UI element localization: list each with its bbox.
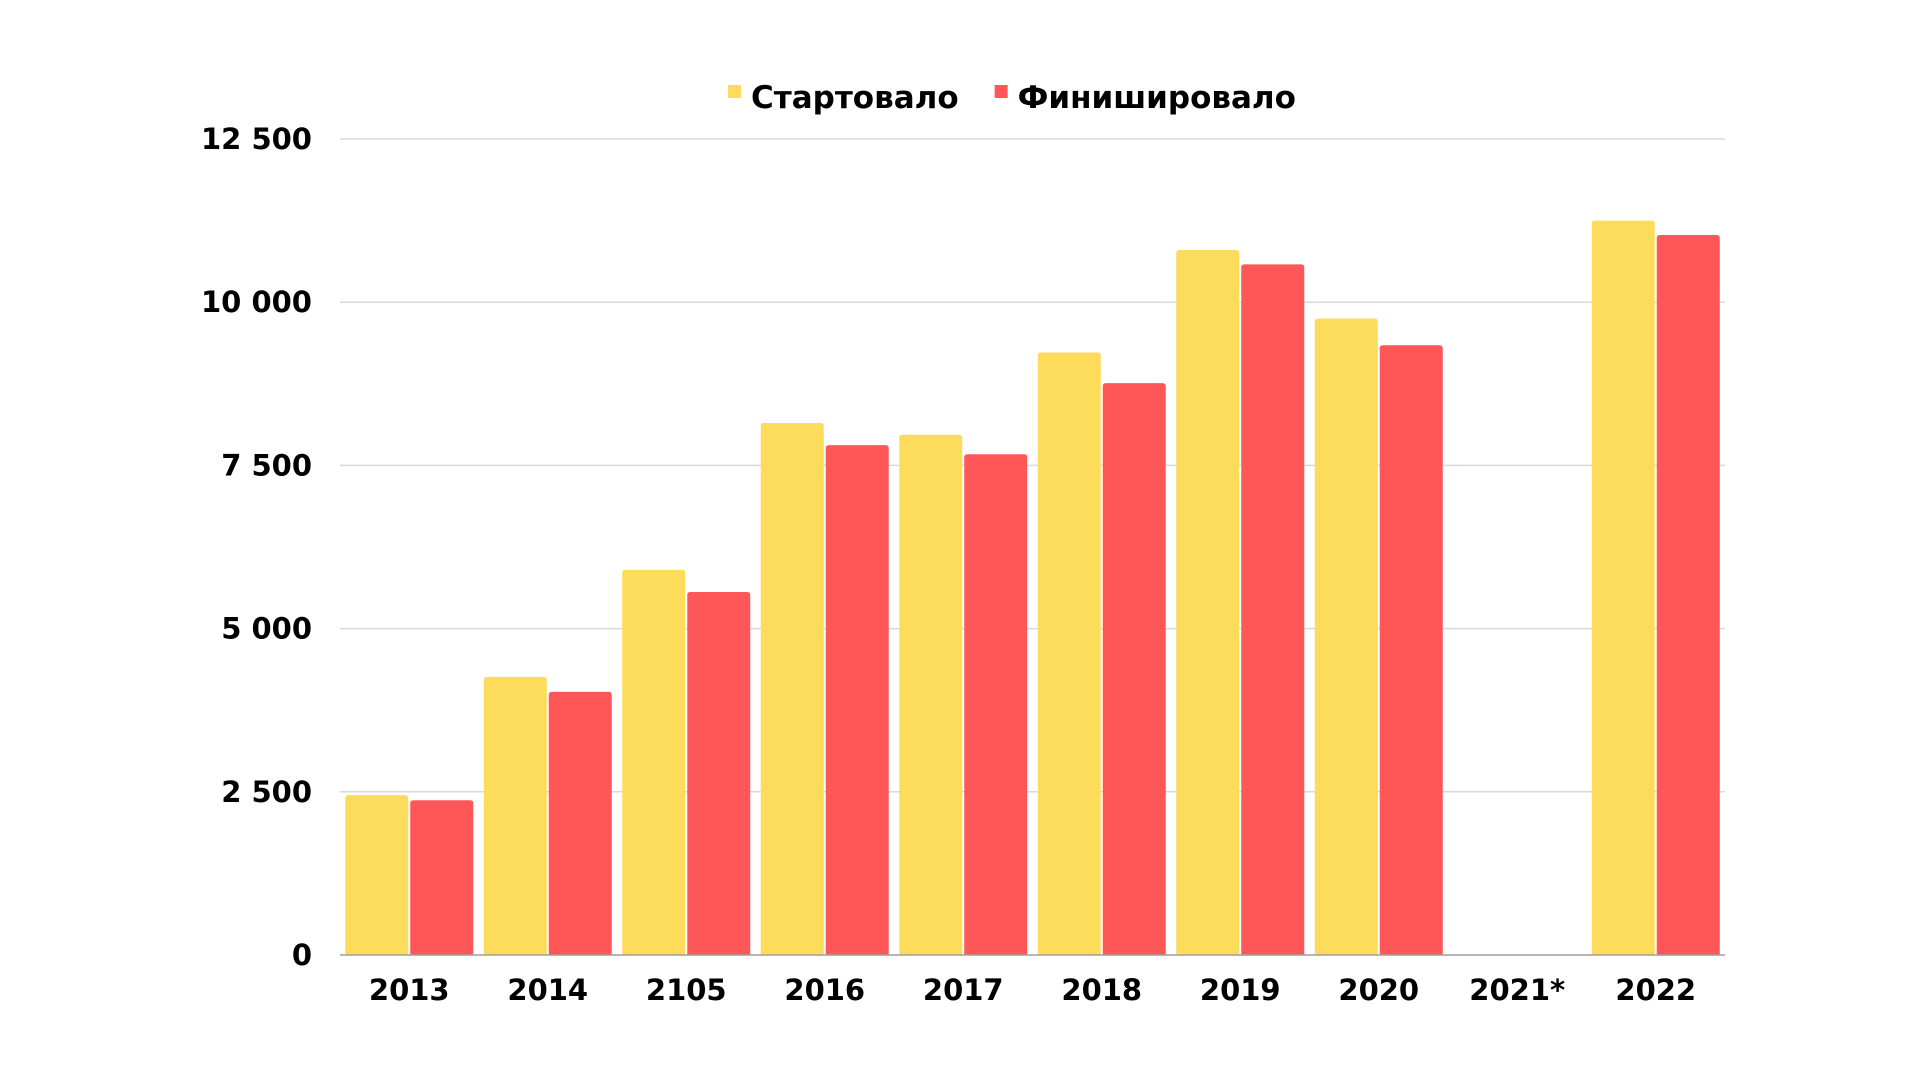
x-tick-label: 2013 xyxy=(369,973,450,1007)
x-tick-label: 2021* xyxy=(1469,973,1565,1007)
x-tick-label: 2017 xyxy=(923,973,1004,1007)
x-tick-label: 2020 xyxy=(1338,973,1419,1007)
bars xyxy=(345,221,1720,955)
x-tick-label: 2018 xyxy=(1061,973,1142,1007)
legend: Стартовало Финишировало xyxy=(728,80,1296,116)
legend-label: Стартовало xyxy=(751,80,959,116)
legend-label: Финишировало xyxy=(1018,80,1296,116)
bar-finished-2018 xyxy=(1103,383,1166,955)
bar-started-2022 xyxy=(1592,221,1655,955)
bar-finished-2022 xyxy=(1657,235,1720,955)
y-axis: 0 2 500 5 000 7 500 10 000 12 500 xyxy=(201,122,312,972)
bar-finished-2016 xyxy=(826,445,889,955)
x-tick-label: 2019 xyxy=(1200,973,1281,1007)
bar-started-2020 xyxy=(1315,319,1378,955)
bar-started-2016 xyxy=(761,423,824,955)
bar-finished-2013 xyxy=(410,800,473,955)
y-tick-label: 7 500 xyxy=(221,448,312,482)
bar-finished-2105 xyxy=(687,592,750,955)
bar-started-2019 xyxy=(1176,250,1239,955)
x-tick-label: 2105 xyxy=(646,973,727,1007)
legend-swatch xyxy=(995,85,1008,98)
x-axis: 2013 2014 2105 2016 2017 2018 2019 2020 2021* 202… xyxy=(340,955,1725,1007)
bar-finished-2017 xyxy=(964,454,1027,955)
bar-started-2014 xyxy=(484,677,547,955)
y-tick-label: 5 000 xyxy=(221,612,312,646)
bar-finished-2019 xyxy=(1241,264,1304,955)
y-tick-label: 0 xyxy=(292,938,312,972)
bar-finished-2020 xyxy=(1380,345,1443,955)
y-tick-label: 10 000 xyxy=(201,285,312,319)
x-tick-label: 2016 xyxy=(784,973,865,1007)
x-tick-label: 2014 xyxy=(507,973,588,1007)
bar-started-2013 xyxy=(345,795,408,955)
x-tick-label: 2022 xyxy=(1615,973,1696,1007)
bar-started-2017 xyxy=(899,435,962,955)
bar-started-2105 xyxy=(622,570,685,955)
gridlines xyxy=(340,139,1725,792)
y-tick-label: 12 500 xyxy=(201,122,312,156)
bar-started-2018 xyxy=(1038,352,1101,955)
legend-swatch xyxy=(728,85,741,98)
y-tick-label: 2 500 xyxy=(221,775,312,809)
bar-finished-2014 xyxy=(549,692,612,955)
